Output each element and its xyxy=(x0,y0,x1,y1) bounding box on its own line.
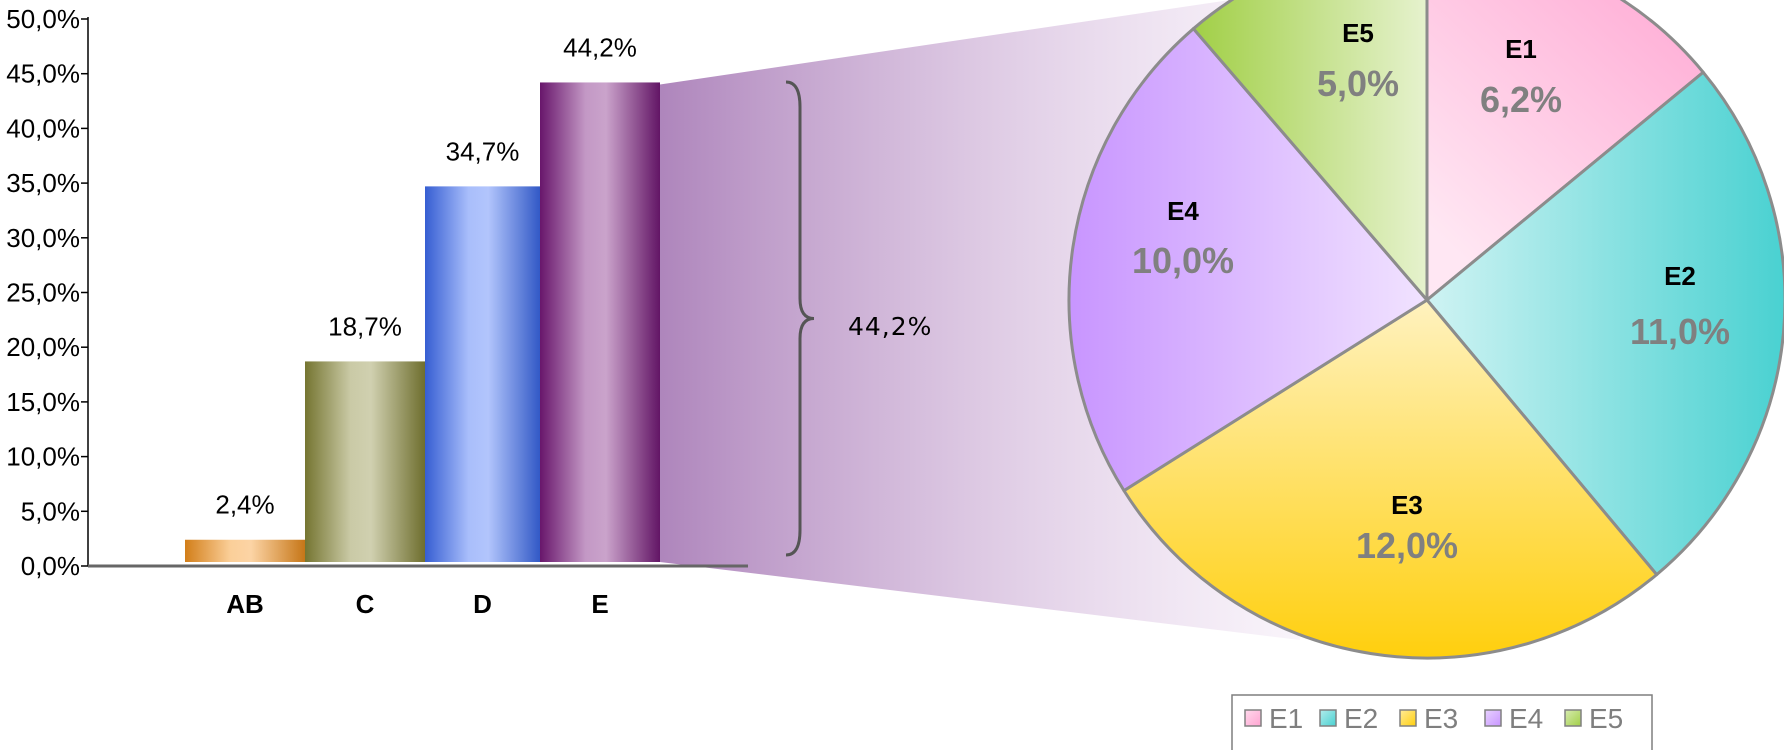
pie-slice-name: E2 xyxy=(1664,261,1696,291)
pie-slice-e2 xyxy=(1425,70,1784,577)
pie-slice-e1 xyxy=(1425,0,1705,302)
bar-value-label: 2,4% xyxy=(215,490,274,520)
y-tick-label: 25,0% xyxy=(6,278,80,308)
y-tick-label: 50,0% xyxy=(6,4,80,34)
breakout-bracket xyxy=(785,80,815,557)
y-tick-label: 20,0% xyxy=(6,332,80,362)
x-category-label: E xyxy=(591,589,608,619)
bar-ab xyxy=(185,539,305,562)
pie-slice-value: 11,0% xyxy=(1630,311,1730,352)
y-tick-label: 10,0% xyxy=(6,442,80,472)
pie-slice-e3 xyxy=(1122,298,1659,660)
x-category-label: D xyxy=(473,589,492,619)
bar-c xyxy=(305,361,425,562)
pie-slice-name: E5 xyxy=(1342,18,1374,48)
pie-slice-value: 6,2% xyxy=(1480,79,1562,120)
y-tick-label: 0,0% xyxy=(21,551,80,581)
bar-value-label: 44,2% xyxy=(563,32,637,62)
bar-d xyxy=(425,186,540,562)
x-category-label: AB xyxy=(226,589,264,619)
legend-swatch-e5 xyxy=(1564,709,1582,727)
legend-label: E1 xyxy=(1269,703,1303,734)
pie-slice-name: E3 xyxy=(1391,490,1423,520)
legend-swatch-e1 xyxy=(1244,709,1262,727)
bar-value-label: 34,7% xyxy=(446,136,520,166)
pie-slice-value: 10,0% xyxy=(1132,240,1234,281)
pie-slice-e5 xyxy=(1191,0,1429,302)
bar-chart: 0,0% 5,0% 10,0% 15,0% 20,0% 25,0% 30,0% 35,0% 40… xyxy=(6,4,748,619)
pie-slice-name: E4 xyxy=(1167,196,1199,226)
y-tick-label: 30,0% xyxy=(6,223,80,253)
bar-e xyxy=(540,82,660,563)
legend-swatch-e4 xyxy=(1484,709,1502,727)
pie-chart: E1 6,2% E2 11,0% E3 12,0% E4 10,0% E5 5,0% xyxy=(1067,0,1784,660)
y-tick-label: 45,0% xyxy=(6,59,80,89)
legend-label: E3 xyxy=(1424,703,1458,734)
pie-slice-name: E1 xyxy=(1505,34,1537,64)
pie-slice-value: 12,0% xyxy=(1356,525,1458,566)
y-tick-label: 5,0% xyxy=(21,496,80,526)
y-tick-label: 35,0% xyxy=(6,168,80,198)
y-tick-label: 15,0% xyxy=(6,387,80,417)
legend-label: E5 xyxy=(1589,703,1623,734)
legend-swatch-e2 xyxy=(1319,709,1337,727)
bar-value-label: 18,7% xyxy=(328,311,402,341)
x-category-label: C xyxy=(356,589,375,619)
pie-slice-value: 5,0% xyxy=(1317,63,1399,104)
pie-slice-e4 xyxy=(1067,27,1429,493)
breakout-label: 44,2% xyxy=(848,312,932,341)
legend-box xyxy=(1231,694,1653,750)
pie-legend: E1 E2 E3 E4 E5 xyxy=(1231,694,1653,750)
legend-label: E4 xyxy=(1509,703,1543,734)
legend-swatch-e3 xyxy=(1399,709,1417,727)
y-tick-label: 40,0% xyxy=(6,113,80,143)
legend-label: E2 xyxy=(1344,703,1378,734)
